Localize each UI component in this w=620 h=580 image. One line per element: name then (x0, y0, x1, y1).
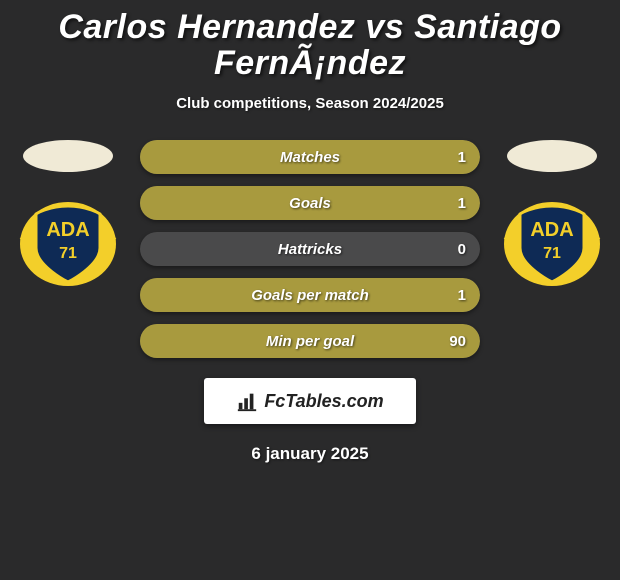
comparison-subtitle: Club competitions, Season 2024/2025 (0, 95, 620, 112)
comparison-body: ADA 71 ADA 71 Matches1 Goals1 Hattricks0 Go… (0, 140, 620, 464)
badge-text-bottom: 71 (543, 245, 561, 262)
stat-row: Goals1 (140, 186, 480, 220)
player-right-club-badge: ADA 71 (502, 200, 602, 288)
stats-list: Matches1 Goals1 Hattricks0 Goals per match1… (140, 140, 480, 358)
stat-value-left (154, 324, 202, 358)
stat-row: Hattricks0 (140, 232, 480, 266)
brand-text: FcTables.com (264, 391, 383, 412)
stat-value-left (154, 278, 202, 312)
stat-value-left (154, 186, 202, 220)
player-right-column: ADA 71 (492, 140, 612, 288)
player-left-column: ADA 71 (8, 140, 128, 288)
stat-value-right: 1 (418, 140, 466, 174)
badge-text-top: ADA (530, 219, 573, 241)
comparison-title: Carlos Hernandez vs Santiago FernÃ¡ndez (0, 0, 620, 85)
stat-row: Min per goal90 (140, 324, 480, 358)
player-left-avatar (23, 140, 113, 172)
stat-value-right: 1 (418, 186, 466, 220)
brand-card[interactable]: FcTables.com (204, 378, 416, 424)
stat-row: Goals per match1 (140, 278, 480, 312)
stat-value-right: 1 (418, 278, 466, 312)
player-left-club-badge: ADA 71 (18, 200, 118, 288)
badge-text-bottom: 71 (59, 245, 77, 262)
stat-row: Matches1 (140, 140, 480, 174)
stat-value-left (154, 140, 202, 174)
stat-value-left (154, 232, 202, 266)
bar-chart-icon (236, 390, 258, 412)
stat-value-right: 0 (418, 232, 466, 266)
player-right-avatar (507, 140, 597, 172)
snapshot-date: 6 january 2025 (0, 444, 620, 464)
stat-value-right: 90 (418, 324, 466, 358)
badge-text-top: ADA (46, 219, 89, 241)
